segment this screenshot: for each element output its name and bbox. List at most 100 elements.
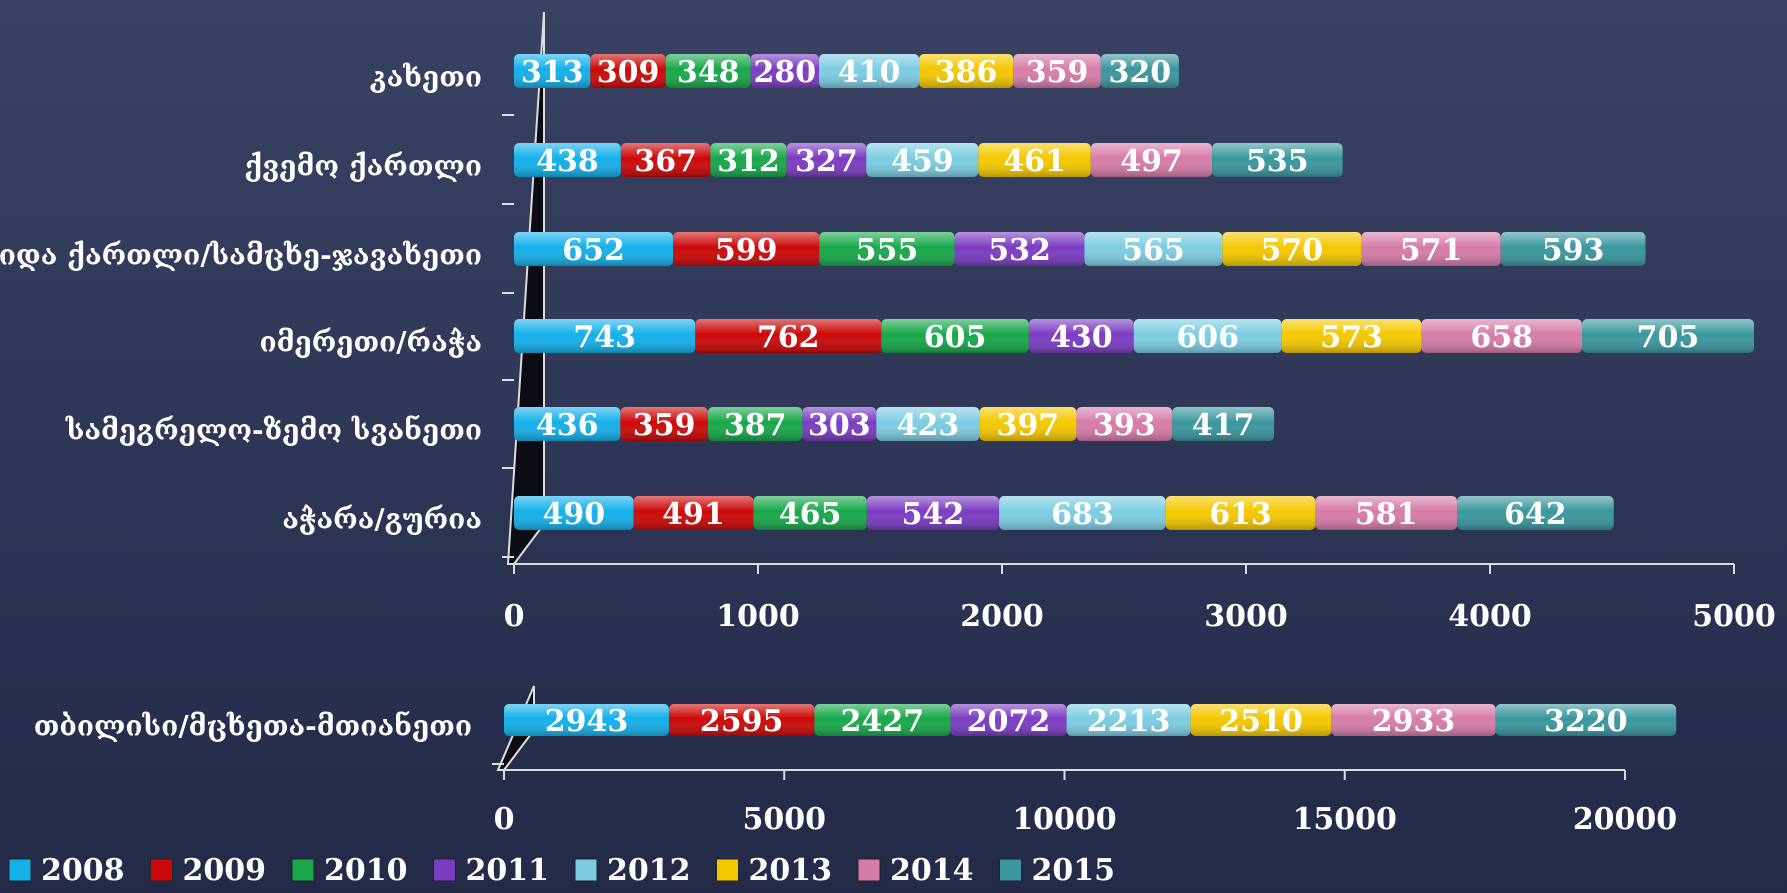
bar-shine	[633, 496, 754, 530]
bar-shine	[1500, 232, 1646, 266]
bar-shine	[1581, 319, 1755, 353]
bar-shine	[750, 54, 819, 88]
value-label: 348	[677, 55, 740, 90]
value-label: 491	[662, 497, 725, 532]
value-label: 393	[1093, 408, 1156, 443]
value-label: 705	[1637, 320, 1700, 355]
value-label: 2072	[967, 704, 1051, 739]
bar-shine	[1028, 319, 1134, 353]
value-label: 436	[536, 408, 599, 443]
x-tick-label: 0	[494, 802, 515, 837]
bar-shine	[514, 319, 696, 353]
value-label: 359	[1026, 55, 1089, 90]
legend-label: 2010	[324, 853, 408, 888]
value-label: 280	[754, 55, 817, 90]
value-label: 565	[1122, 233, 1185, 268]
bar-shine	[707, 407, 803, 441]
value-label: 535	[1246, 144, 1309, 179]
value-label: 309	[597, 55, 660, 90]
x-tick-label: 20000	[1573, 802, 1677, 837]
value-label: 2213	[1087, 704, 1171, 739]
x-tick-label: 15000	[1293, 802, 1397, 837]
bar-shine	[504, 704, 669, 736]
bar-shine	[668, 704, 815, 736]
value-label: 397	[997, 408, 1060, 443]
value-label: 555	[856, 233, 919, 268]
bar-shine	[1090, 143, 1213, 177]
bar-shine	[1331, 704, 1496, 736]
bar-shine	[1222, 232, 1362, 266]
value-label: 642	[1504, 497, 1567, 532]
legend-swatch	[999, 858, 1022, 882]
x-tick-label: 5000	[1692, 599, 1776, 634]
bar-shine	[620, 407, 708, 441]
category-label: ქვემო ქართლი	[244, 150, 482, 183]
bar-shine	[1133, 319, 1282, 353]
value-label: 605	[924, 320, 987, 355]
bar-shine	[590, 54, 666, 88]
value-label: 2427	[841, 704, 925, 739]
legend-swatch	[8, 858, 32, 882]
value-label: 593	[1542, 233, 1605, 268]
value-label: 430	[1050, 320, 1113, 355]
value-label: 327	[795, 144, 858, 179]
value-label: 410	[838, 55, 901, 90]
bar-shine	[514, 143, 621, 177]
value-label: 359	[633, 408, 696, 443]
value-label: 2943	[545, 704, 629, 739]
legend-label: 2014	[890, 853, 974, 888]
category-label: კახეთი	[370, 61, 482, 94]
bar-shine	[1084, 232, 1223, 266]
x-tick-label: 2000	[960, 599, 1044, 634]
value-label: 461	[1003, 144, 1066, 179]
legend-label: 2009	[183, 853, 267, 888]
category-label: აჭარა/გურია	[282, 503, 482, 536]
value-label: 570	[1261, 233, 1324, 268]
value-label: 2933	[1372, 704, 1456, 739]
value-label: 459	[891, 144, 954, 179]
bar-shine	[881, 319, 1029, 353]
value-label: 762	[757, 320, 820, 355]
bar-shine	[1421, 319, 1582, 353]
value-label: 2595	[700, 704, 784, 739]
x-tick-label: 1000	[716, 599, 800, 634]
value-label: 3220	[1544, 704, 1628, 739]
x-tick-label: 3000	[1204, 599, 1288, 634]
bar-shine	[620, 143, 711, 177]
bar-shine	[954, 232, 1085, 266]
value-label: 606	[1176, 320, 1239, 355]
bar-shine	[1076, 407, 1173, 441]
bar-shine	[802, 407, 877, 441]
value-label: 312	[717, 144, 780, 179]
bar-shine	[673, 232, 820, 266]
x-tick-label: 10000	[1012, 802, 1116, 837]
legend-swatch	[291, 858, 315, 882]
value-label: 2510	[1219, 704, 1303, 739]
value-label: 367	[634, 144, 697, 179]
value-label: 542	[902, 497, 965, 532]
value-label: 581	[1355, 497, 1418, 532]
value-label: 303	[808, 408, 871, 443]
bar-shine	[819, 54, 920, 88]
bar-shine	[710, 143, 787, 177]
value-label: 320	[1109, 55, 1172, 90]
bar-shine	[753, 496, 867, 530]
bar-shine	[514, 54, 591, 88]
bar-shine	[514, 407, 621, 441]
bar-shine	[876, 407, 980, 441]
bar-shine	[866, 143, 979, 177]
value-label: 417	[1192, 408, 1255, 443]
legend-label: 2012	[607, 853, 691, 888]
value-label: 465	[779, 497, 842, 532]
bar-shine	[866, 496, 1000, 530]
bar-shine	[1172, 407, 1275, 441]
bar-shine	[514, 496, 634, 530]
value-label: 743	[573, 320, 636, 355]
bar-shine	[819, 232, 955, 266]
legend-swatch	[433, 858, 456, 882]
bar-shine	[1165, 496, 1316, 530]
bar-shine	[665, 54, 751, 88]
bar-shine	[999, 496, 1166, 530]
bar-shine	[514, 232, 674, 266]
x-tick-label: 0	[504, 599, 525, 634]
